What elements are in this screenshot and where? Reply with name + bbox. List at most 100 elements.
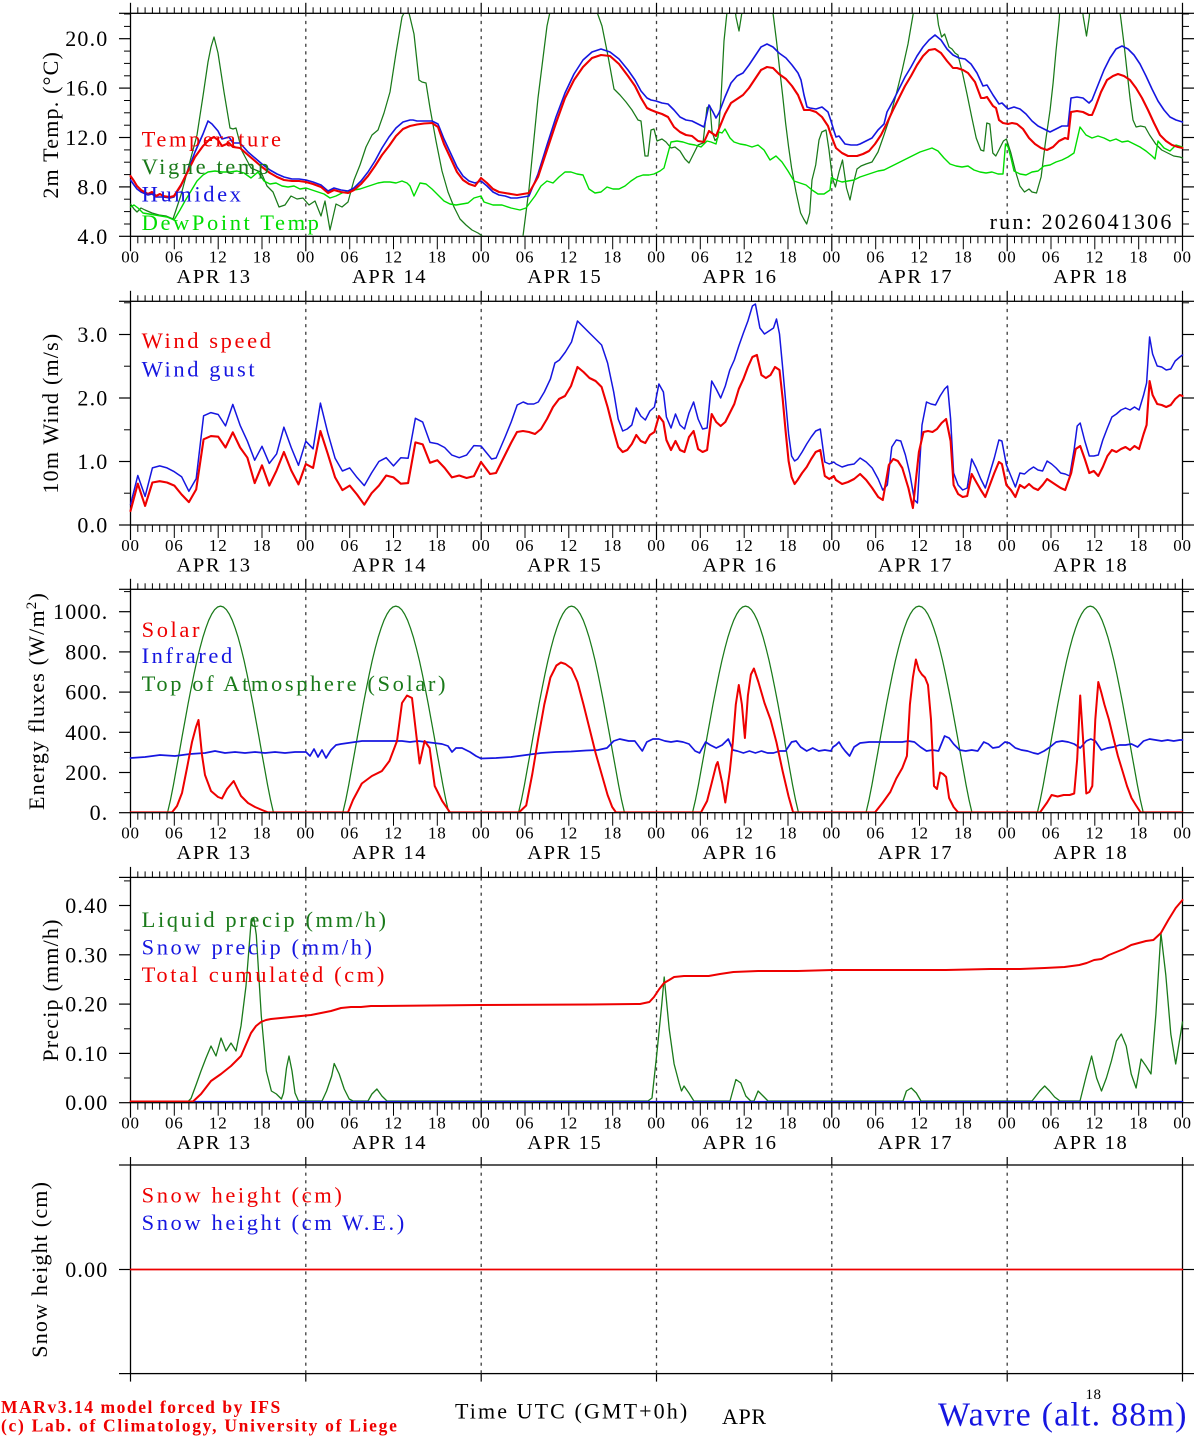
svg-text:06: 06 bbox=[691, 536, 710, 555]
svg-text:APR 18: APR 18 bbox=[1053, 1132, 1128, 1154]
svg-text:APR 17: APR 17 bbox=[878, 1132, 953, 1154]
svg-text:12: 12 bbox=[910, 247, 929, 266]
svg-text:18: 18 bbox=[954, 1114, 973, 1133]
svg-text:12: 12 bbox=[384, 536, 403, 555]
svg-text:APR 15: APR 15 bbox=[527, 1132, 602, 1154]
svg-text:12: 12 bbox=[559, 536, 578, 555]
svg-text:06: 06 bbox=[1042, 1114, 1061, 1133]
svg-text:00: 00 bbox=[296, 536, 315, 555]
svg-text:18: 18 bbox=[428, 824, 447, 843]
svg-text:800.: 800. bbox=[65, 639, 108, 664]
svg-text:12: 12 bbox=[384, 247, 403, 266]
svg-text:00: 00 bbox=[296, 247, 315, 266]
svg-text:DewPoint Temp: DewPoint Temp bbox=[142, 210, 322, 235]
svg-text:00: 00 bbox=[1173, 247, 1192, 266]
svg-text:10m Wind (m/s): 10m Wind (m/s) bbox=[38, 333, 63, 494]
svg-text:00: 00 bbox=[296, 1114, 315, 1133]
svg-text:APR 14: APR 14 bbox=[352, 555, 427, 577]
svg-text:00: 00 bbox=[647, 536, 666, 555]
svg-text:06: 06 bbox=[691, 247, 710, 266]
svg-text:00: 00 bbox=[121, 824, 140, 843]
svg-text:18: 18 bbox=[779, 824, 798, 843]
svg-text:12.0: 12.0 bbox=[65, 125, 108, 150]
svg-text:06: 06 bbox=[866, 247, 885, 266]
svg-text:06: 06 bbox=[340, 536, 359, 555]
svg-text:06: 06 bbox=[691, 1114, 710, 1133]
svg-text:06: 06 bbox=[691, 824, 710, 843]
svg-text:06: 06 bbox=[516, 1114, 535, 1133]
svg-text:06: 06 bbox=[340, 247, 359, 266]
svg-text:APR 18: APR 18 bbox=[1053, 266, 1128, 288]
svg-text:12: 12 bbox=[1085, 536, 1104, 555]
svg-text:Snow height (cm): Snow height (cm) bbox=[27, 1181, 52, 1358]
svg-text:APR 13: APR 13 bbox=[177, 266, 252, 288]
svg-text:06: 06 bbox=[516, 247, 535, 266]
svg-text:APR 18: APR 18 bbox=[1053, 555, 1128, 577]
svg-text:APR 13: APR 13 bbox=[177, 842, 252, 864]
svg-text:12: 12 bbox=[384, 824, 403, 843]
svg-text:Snow height (cm): Snow height (cm) bbox=[142, 1183, 345, 1208]
svg-text:Vigne temp: Vigne temp bbox=[142, 154, 272, 179]
svg-text:16.0: 16.0 bbox=[65, 76, 108, 101]
svg-text:12: 12 bbox=[735, 536, 754, 555]
svg-text:06: 06 bbox=[516, 536, 535, 555]
svg-text:12: 12 bbox=[910, 824, 929, 843]
svg-text:18: 18 bbox=[954, 247, 973, 266]
svg-text:4.0: 4.0 bbox=[77, 224, 108, 249]
svg-text:Top of Atmosphere (Solar): Top of Atmosphere (Solar) bbox=[142, 671, 449, 696]
svg-text:06: 06 bbox=[866, 536, 885, 555]
svg-text:Humidex: Humidex bbox=[142, 182, 244, 207]
svg-text:00: 00 bbox=[1173, 536, 1192, 555]
svg-text:18: 18 bbox=[779, 536, 798, 555]
svg-text:18: 18 bbox=[1129, 824, 1148, 843]
svg-text:0.40: 0.40 bbox=[65, 893, 108, 918]
svg-text:12: 12 bbox=[910, 1114, 929, 1133]
svg-text:12: 12 bbox=[910, 536, 929, 555]
svg-text:00: 00 bbox=[121, 536, 140, 555]
svg-text:12: 12 bbox=[559, 1114, 578, 1133]
svg-text:12: 12 bbox=[209, 536, 228, 555]
svg-text:00: 00 bbox=[998, 1114, 1017, 1133]
svg-text:18: 18 bbox=[1086, 1387, 1102, 1403]
svg-text:0.00: 0.00 bbox=[65, 1090, 108, 1115]
svg-text:00: 00 bbox=[647, 247, 666, 266]
svg-text:0.10: 0.10 bbox=[65, 1041, 108, 1066]
svg-text:00: 00 bbox=[998, 536, 1017, 555]
svg-text:18: 18 bbox=[1129, 1114, 1148, 1133]
svg-text:APR 17: APR 17 bbox=[878, 266, 953, 288]
svg-text:12: 12 bbox=[209, 824, 228, 843]
svg-text:0.00: 0.00 bbox=[65, 1257, 108, 1282]
svg-text:00: 00 bbox=[998, 247, 1017, 266]
svg-text:00: 00 bbox=[1173, 824, 1192, 843]
svg-text:20.0: 20.0 bbox=[65, 26, 108, 51]
svg-text:18: 18 bbox=[253, 824, 272, 843]
svg-text:200.: 200. bbox=[65, 760, 108, 785]
svg-text:APR 17: APR 17 bbox=[878, 842, 953, 864]
svg-text:(c) Lab. of Climatology, Unive: (c) Lab. of Climatology, University of L… bbox=[1, 1416, 399, 1436]
svg-text:APR 15: APR 15 bbox=[527, 555, 602, 577]
svg-text:06: 06 bbox=[1042, 536, 1061, 555]
svg-text:APR: APR bbox=[722, 1404, 767, 1429]
svg-text:18: 18 bbox=[1129, 536, 1148, 555]
svg-text:APR 16: APR 16 bbox=[703, 555, 778, 577]
svg-text:18: 18 bbox=[954, 824, 973, 843]
svg-text:Time UTC (GMT+0h): Time UTC (GMT+0h) bbox=[455, 1399, 689, 1424]
svg-text:2.0: 2.0 bbox=[77, 386, 108, 411]
svg-text:00: 00 bbox=[647, 824, 666, 843]
svg-text:MARv3.14 model forced by IFS: MARv3.14 model forced by IFS bbox=[1, 1397, 282, 1417]
svg-text:0.: 0. bbox=[90, 800, 109, 825]
svg-text:0.0: 0.0 bbox=[77, 513, 108, 538]
svg-text:APR 15: APR 15 bbox=[527, 842, 602, 864]
svg-text:18: 18 bbox=[603, 247, 622, 266]
svg-text:8.0: 8.0 bbox=[77, 174, 108, 199]
svg-text:1000.: 1000. bbox=[53, 599, 109, 624]
svg-text:18: 18 bbox=[1129, 247, 1148, 266]
svg-text:06: 06 bbox=[516, 824, 535, 843]
svg-text:00: 00 bbox=[472, 247, 491, 266]
svg-text:Wind speed: Wind speed bbox=[142, 328, 274, 353]
svg-text:12: 12 bbox=[735, 824, 754, 843]
svg-text:18: 18 bbox=[253, 1114, 272, 1133]
svg-text:APR 13: APR 13 bbox=[177, 1132, 252, 1154]
svg-text:06: 06 bbox=[866, 824, 885, 843]
svg-text:00: 00 bbox=[1173, 1114, 1192, 1133]
